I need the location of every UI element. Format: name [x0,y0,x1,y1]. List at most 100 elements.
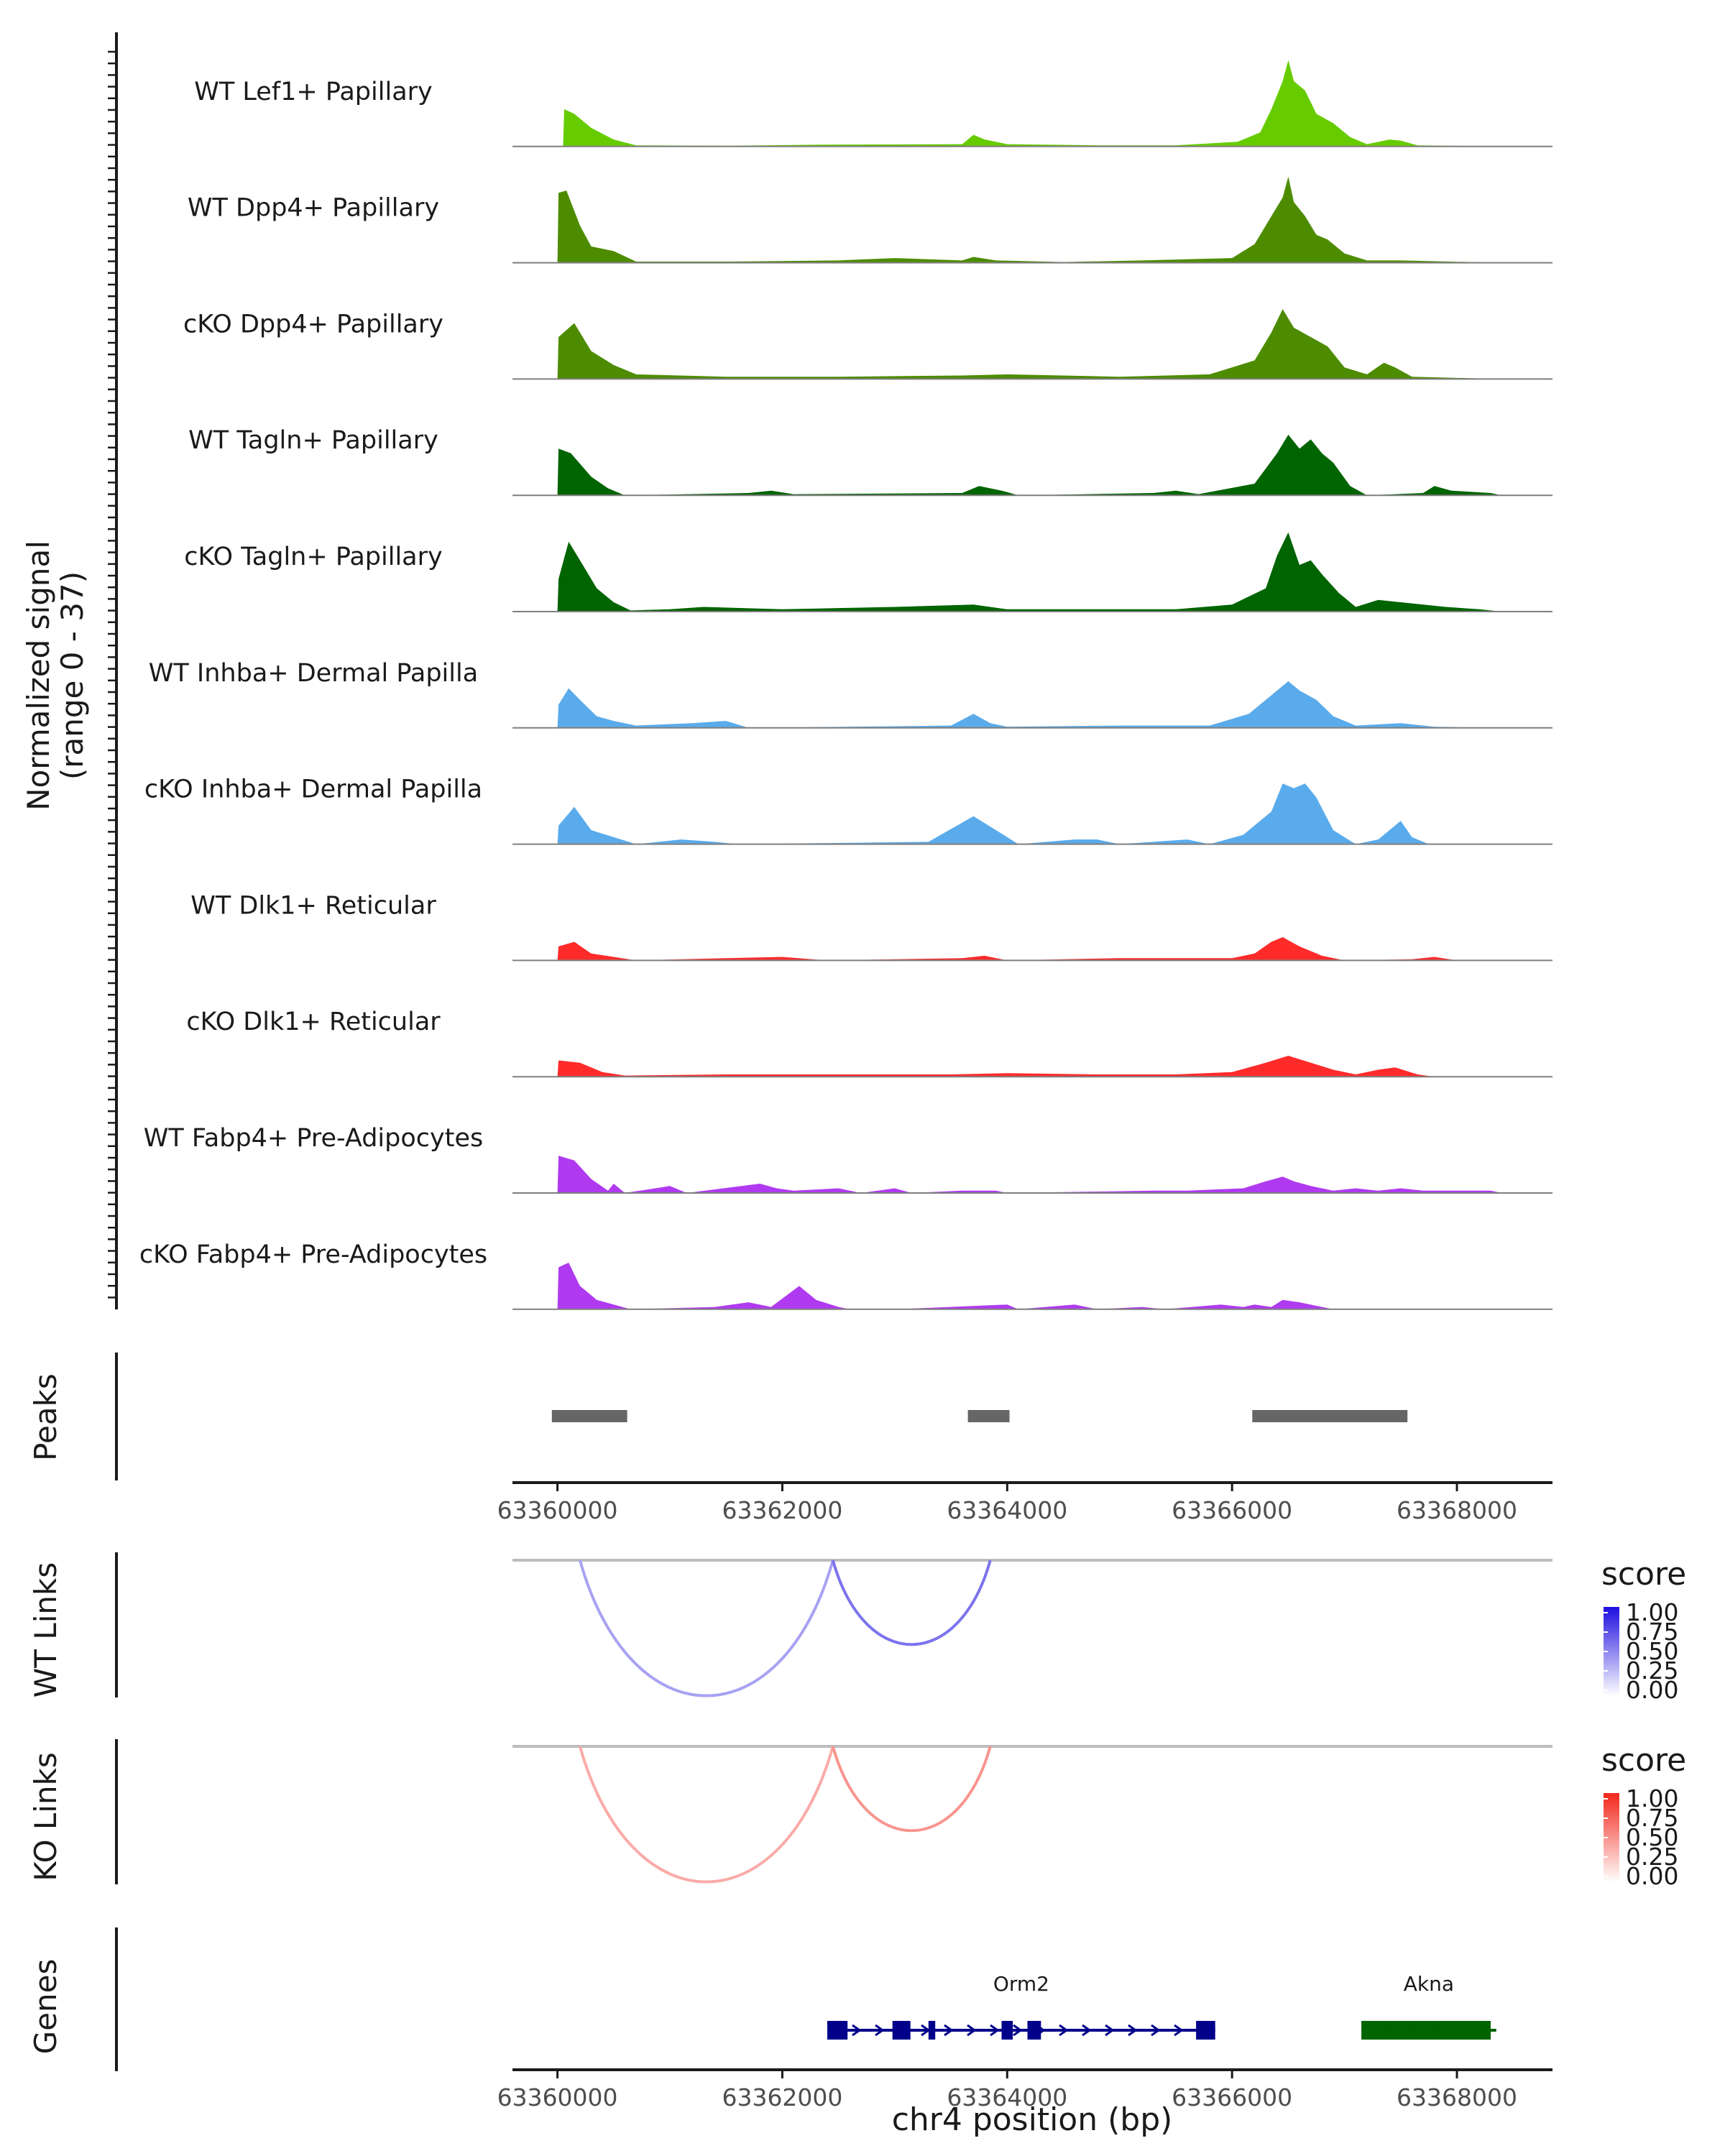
strand-arrow [944,2024,954,2037]
x-tick-label-1: 63362000 [722,1496,842,1524]
x-tick-label-0: 63360000 [497,2083,618,2111]
x-axis-middle: 63360000 63362000 63364000 63366000 63368000 [497,1483,1517,1524]
wt-legend-colorbar [1604,1607,1619,1696]
exon-2 [928,2021,936,2040]
gene-label-orm2: Orm2 [993,1972,1049,1996]
exon-1 [892,2021,911,2040]
legend-tick-label-2: 0.50 [1626,1823,1678,1851]
peak-1 [967,1410,1010,1422]
link-arc-0 [578,1560,834,1697]
legend-tick-label-3: 0.25 [1626,1657,1678,1685]
strand-arrow [1128,2024,1138,2037]
track-label-5: WT Inhba+ Dermal Papilla [149,659,478,688]
wt-legend-ticks: 1.000.750.500.250.00 [1604,1598,1678,1704]
coverage-area-6 [557,783,1502,844]
strand-arrow [1453,2024,1463,2037]
genes-panel-label: Genes [28,1959,63,2055]
coverage-area-8 [557,1056,1502,1077]
track-label-7: WT Dlk1+ Reticular [190,891,436,920]
strand-arrow [1384,2024,1394,2037]
legend-tick-label-4: 0.00 [1626,1676,1678,1704]
x-tick-label-2: 63364000 [947,1496,1067,1524]
gene-akna: Akna [1361,1972,1496,2040]
legend-tick-label-0: 1.00 [1626,1598,1678,1626]
ko-legend-ticks: 1.000.750.500.250.00 [1604,1784,1678,1890]
coverage-ylabel: Normalized signal [21,540,56,811]
link-arc-1 [831,1560,992,1646]
strand-arrow [1036,2024,1046,2037]
gene-orm2: Orm2 [827,1972,1215,2040]
track-label-2: cKO Dpp4+ Papillary [183,310,443,338]
x-tick-label-1: 63362000 [722,2083,842,2111]
strand-arrow [967,2024,977,2037]
legend-tick-label-1: 0.75 [1626,1618,1678,1646]
x-tick-label-2: 63364000 [947,2083,1067,2111]
link-arc-1 [831,1746,992,1833]
strand-arrow [1361,2024,1371,2037]
strand-arrow [1082,2024,1092,2037]
x-tick-label-3: 63366000 [1172,1496,1292,1524]
coverage-area-0 [563,60,1502,147]
strand-arrow [1476,2024,1486,2037]
genes-layer: Orm2 Akna [827,1972,1496,2040]
legend-tick-label-4: 0.00 [1626,1862,1678,1890]
ko-legend-title: score [1601,1742,1686,1779]
strand-arrow [1151,2024,1161,2037]
peaks-panel-label: Peaks [28,1373,63,1461]
coverage-area-7 [557,937,1502,961]
x-tick-label-3: 63366000 [1172,2083,1292,2111]
wt-legend-title: score [1601,1556,1686,1593]
track-label-3: WT Tagln+ Papillary [188,426,438,455]
coverage-area-1 [557,176,1502,263]
strand-arrow [921,2024,931,2037]
strand-arrow [1105,2024,1115,2037]
wt-links-panel-label: WT Links [28,1562,63,1697]
exon-3 [1001,2021,1013,2040]
coverage-area-3 [557,434,1502,496]
exon-4 [1027,2021,1041,2040]
legend-tick-label-3: 0.25 [1626,1843,1678,1871]
legend-tick-label-2: 0.50 [1626,1637,1678,1665]
strand-arrow [1059,2024,1069,2037]
peaks-layer [551,1410,1408,1422]
coverage-area-5 [557,681,1502,728]
gene-label-akna: Akna [1404,1972,1454,1996]
strand-arrow [1430,2024,1440,2037]
exon-0 [1361,2021,1491,2040]
coverage-ylabel-range: (range 0 - 37) [55,571,90,780]
strand-arrow [875,2024,885,2037]
strand-arrow [1197,2024,1207,2037]
ko-links-panel-label: KO Links [28,1752,63,1881]
x-tick-label-4: 63368000 [1397,2083,1517,2111]
peak-0 [551,1410,627,1422]
legend-tick-label-1: 0.75 [1626,1804,1678,1832]
coverage-area-10 [557,1262,1502,1309]
strand-arrow [1013,2024,1023,2037]
strand-arrow [990,2024,1000,2037]
strand-arrow [1174,2024,1184,2037]
track-label-9: WT Fabp4+ Pre-Adipocytes [144,1124,483,1153]
x-axis-title: chr4 position (bp) [892,2101,1173,2138]
ko-links-layer [578,1746,992,1884]
strand-arrow [829,2024,839,2037]
track-label-10: cKO Fabp4+ Pre-Adipocytes [139,1240,487,1269]
coverage-tracks: WT Lef1+ Papillary WT Dpp4+ Papillary cKO … [139,60,1552,1310]
track-label-4: cKO Tagln+ Papillary [184,543,443,571]
track-label-0: WT Lef1+ Papillary [194,78,433,106]
x-tick-label-4: 63368000 [1397,1496,1517,1524]
ko-legend-colorbar [1604,1793,1619,1882]
strand-arrow [898,2024,908,2037]
x-axis-bottom: 63360000 63362000 63364000 63366000 63368000 [497,2070,1517,2111]
strand-arrow [852,2024,862,2037]
track-label-1: WT Dpp4+ Papillary [188,194,439,223]
peak-2 [1252,1410,1408,1422]
link-arc-0 [578,1746,834,1884]
x-tick-label-0: 63360000 [497,1496,618,1524]
coverage-area-2 [557,309,1502,379]
strand-arrow [1407,2024,1417,2037]
coverage-y-ticks [108,50,116,1299]
legend-tick-label-0: 1.00 [1626,1784,1678,1812]
coverage-area-9 [557,1156,1502,1193]
wt-links-layer [578,1560,992,1697]
